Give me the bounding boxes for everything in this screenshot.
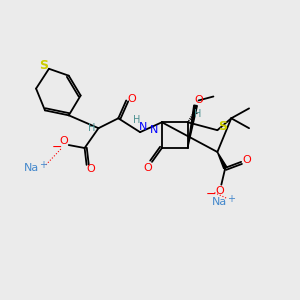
Text: Na: Na: [212, 196, 227, 206]
Text: −: −: [52, 140, 62, 154]
Text: O: O: [128, 94, 136, 104]
Text: O: O: [215, 186, 224, 196]
Text: N: N: [139, 122, 147, 132]
Text: O: O: [243, 155, 251, 165]
Text: O: O: [86, 164, 95, 174]
Text: O: O: [144, 163, 152, 173]
Text: H: H: [134, 115, 141, 125]
Text: S: S: [218, 120, 227, 133]
Text: O: O: [194, 95, 203, 106]
Text: H: H: [194, 109, 201, 119]
Text: +: +: [227, 194, 235, 203]
Text: O: O: [59, 136, 68, 146]
Text: Na: Na: [23, 163, 39, 173]
Text: −: −: [206, 188, 217, 201]
Polygon shape: [218, 152, 227, 169]
Text: +: +: [39, 160, 47, 170]
Text: S: S: [40, 59, 49, 72]
Text: H: H: [88, 123, 95, 133]
Polygon shape: [188, 105, 197, 148]
Text: N: N: [150, 125, 158, 135]
